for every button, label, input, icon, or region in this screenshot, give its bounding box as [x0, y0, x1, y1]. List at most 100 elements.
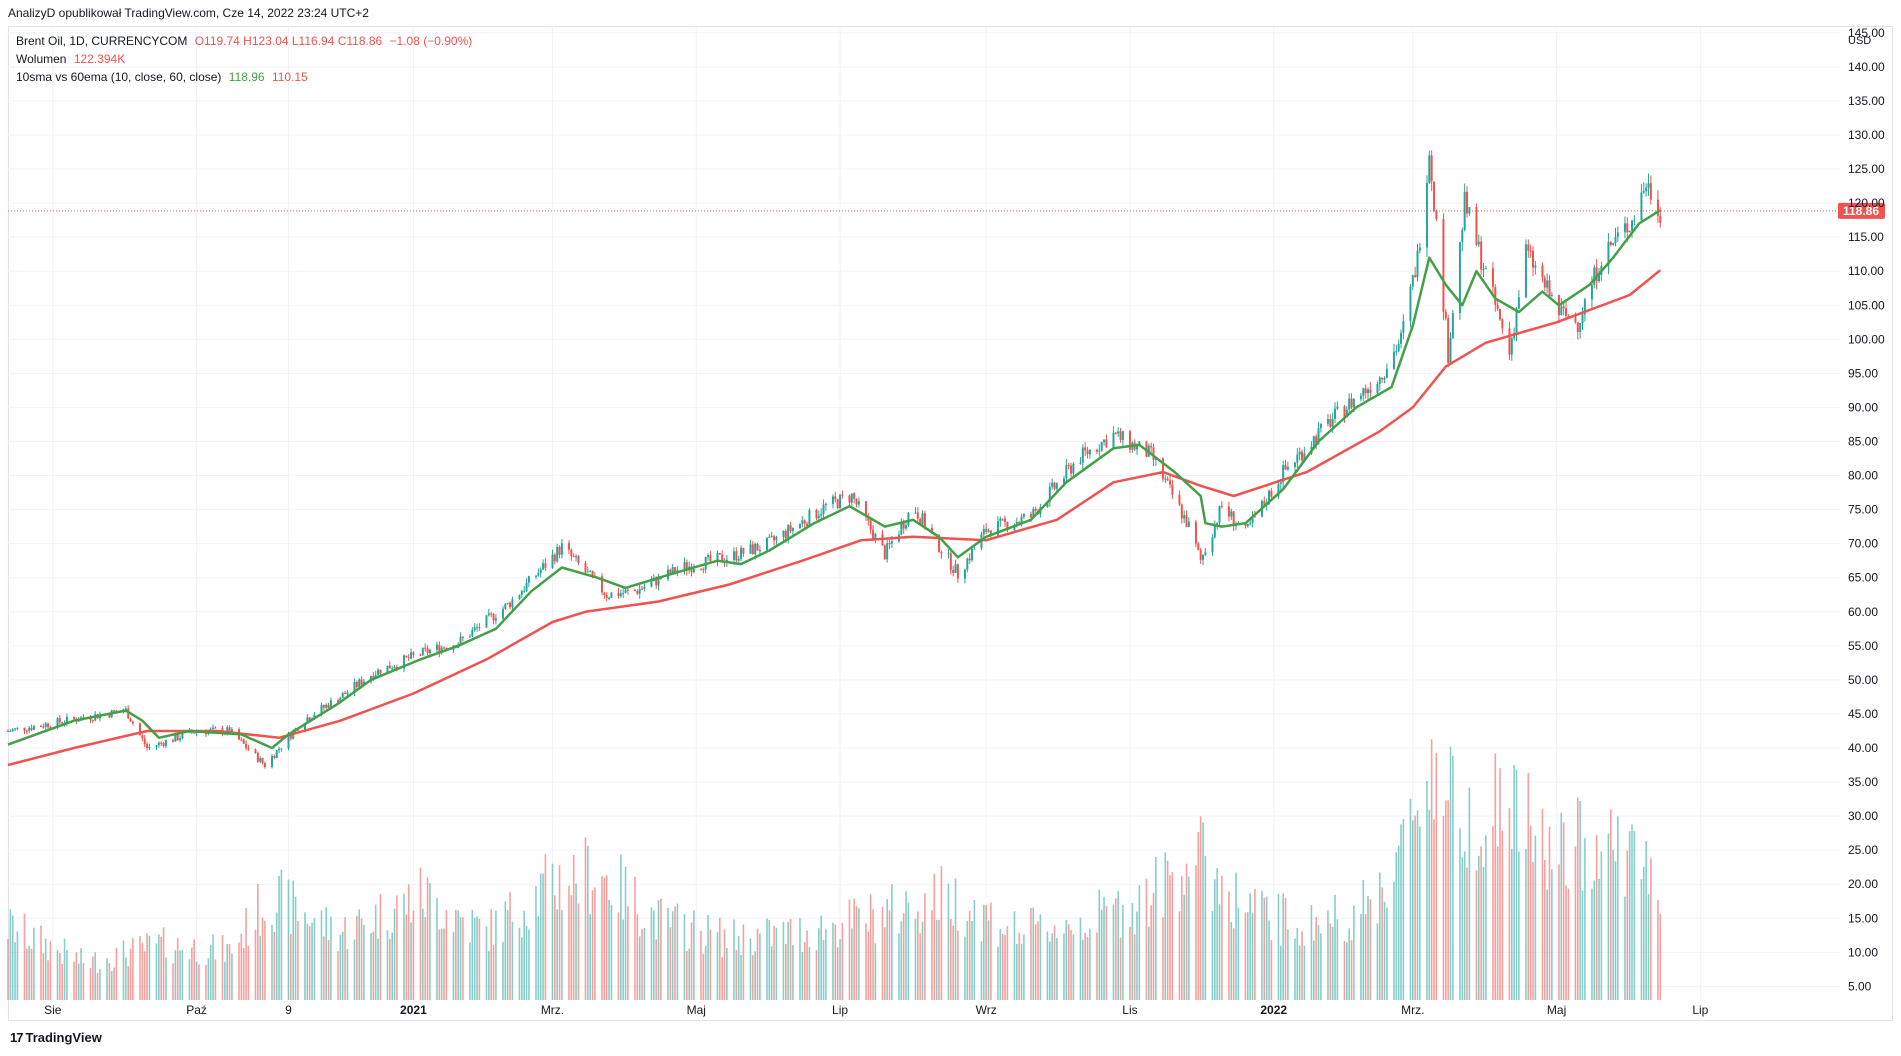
volume-bar — [1098, 889, 1101, 1000]
volume-bar — [787, 922, 789, 1000]
candle-body — [1534, 265, 1537, 268]
legend-symbol[interactable]: Brent Oil, 1D, CURRENCYCOM — [16, 34, 188, 48]
y-tick-label: 70.00 — [1848, 537, 1878, 551]
volume-bar — [323, 936, 325, 1000]
volume-bar — [799, 918, 801, 1000]
candle-body — [577, 556, 580, 563]
volume-bar — [1485, 835, 1487, 1000]
candle-body — [459, 636, 462, 645]
volume-bar — [94, 952, 97, 1000]
candle-body — [1416, 250, 1419, 278]
volume-bar — [605, 875, 608, 1000]
legend-indicator-label[interactable]: 10sma vs 60ema (10, close, 60, close) — [16, 70, 222, 84]
candle-body — [141, 735, 144, 739]
candle-body — [1633, 220, 1636, 222]
tradingview-logo[interactable]: 17 TradingView — [10, 1030, 102, 1045]
chart-frame[interactable] — [8, 26, 1893, 1021]
volume-bar — [1056, 938, 1058, 1000]
volume-bar — [1327, 910, 1329, 1000]
volume-bar — [160, 936, 163, 1000]
volume-bar — [1367, 895, 1369, 1000]
x-tick-label: Paź — [186, 1003, 207, 1017]
candle-body — [775, 537, 778, 541]
candle-body — [273, 756, 276, 758]
candle-body — [608, 597, 611, 599]
volume-bar — [754, 951, 756, 1000]
candle-body — [1202, 554, 1205, 560]
volume-bar — [231, 953, 233, 1000]
last-price-line: 118.86 — [8, 202, 1885, 219]
volume-bar — [570, 895, 573, 1000]
candle-body — [820, 513, 823, 516]
candle-body — [428, 649, 431, 653]
legend-volume-label[interactable]: Wolumen — [16, 52, 67, 66]
volume-bar — [544, 854, 547, 1000]
volume-bar — [855, 905, 858, 1000]
volume-bar — [719, 917, 721, 1000]
candle-body — [1626, 223, 1629, 233]
candle-body — [91, 719, 94, 721]
candle-body — [1034, 508, 1037, 511]
candle-body — [1112, 432, 1115, 448]
volume-bar — [1277, 894, 1280, 1000]
candle-body — [589, 570, 592, 572]
candle-body — [1053, 482, 1056, 489]
candle-body — [1645, 187, 1648, 192]
volume-bar — [1310, 905, 1313, 1000]
volume-bar — [426, 877, 429, 1000]
volume-bar — [1063, 933, 1065, 1000]
volume-bar — [172, 963, 174, 1000]
volume-bar — [1185, 863, 1188, 1000]
candle-body — [853, 493, 856, 499]
candle-body — [716, 553, 719, 561]
volume-bar — [452, 932, 455, 1000]
candle-body — [709, 555, 712, 561]
candle-body — [1187, 521, 1190, 527]
candle-body — [487, 613, 490, 616]
volume-bar — [1016, 943, 1018, 1000]
x-tick-label: Maj — [687, 1003, 706, 1017]
volume-bar — [155, 943, 158, 1000]
candle-body — [377, 669, 380, 675]
volume-bar — [1181, 876, 1183, 1000]
candle-body — [344, 693, 347, 695]
volume-bar — [462, 917, 464, 1000]
volume-bar — [1303, 945, 1306, 1000]
candle-body — [600, 576, 603, 593]
candle-body — [707, 555, 710, 558]
candle-body — [1220, 505, 1223, 507]
volume-bar — [1496, 846, 1499, 1000]
volume-bar — [26, 948, 28, 1000]
volume-bar — [1152, 892, 1155, 1000]
candle-body — [839, 494, 842, 509]
candle-body — [784, 530, 787, 539]
volume-bar — [806, 930, 808, 1000]
volume-bar — [1510, 848, 1513, 1000]
candle-body — [245, 743, 248, 748]
volume-bar — [921, 921, 924, 1000]
candle-body — [643, 586, 646, 589]
candle-body — [857, 501, 860, 505]
candle-body — [1169, 480, 1172, 485]
candle-body — [1565, 308, 1568, 317]
volume-bar — [176, 937, 179, 1000]
candle-body — [657, 576, 660, 586]
x-tick-label: 2021 — [400, 1003, 427, 1017]
volume-bar — [1584, 838, 1586, 1000]
candle-body — [1367, 389, 1370, 394]
candle-body — [765, 537, 768, 551]
volume-bar — [848, 899, 851, 1000]
volume-bar — [987, 920, 990, 1000]
volume-bar — [775, 927, 778, 1000]
volume-bar — [247, 945, 250, 1000]
candle-body — [1006, 521, 1009, 531]
volume-bar — [1459, 828, 1461, 1000]
volume-bar — [634, 876, 636, 1000]
y-tick-label: 110.00 — [1848, 264, 1884, 278]
volume-bar — [374, 904, 377, 1000]
candle-body — [214, 727, 217, 729]
volume-bar — [657, 900, 660, 1000]
volume-bar — [1541, 809, 1544, 1000]
volume-bar — [1631, 824, 1633, 1000]
